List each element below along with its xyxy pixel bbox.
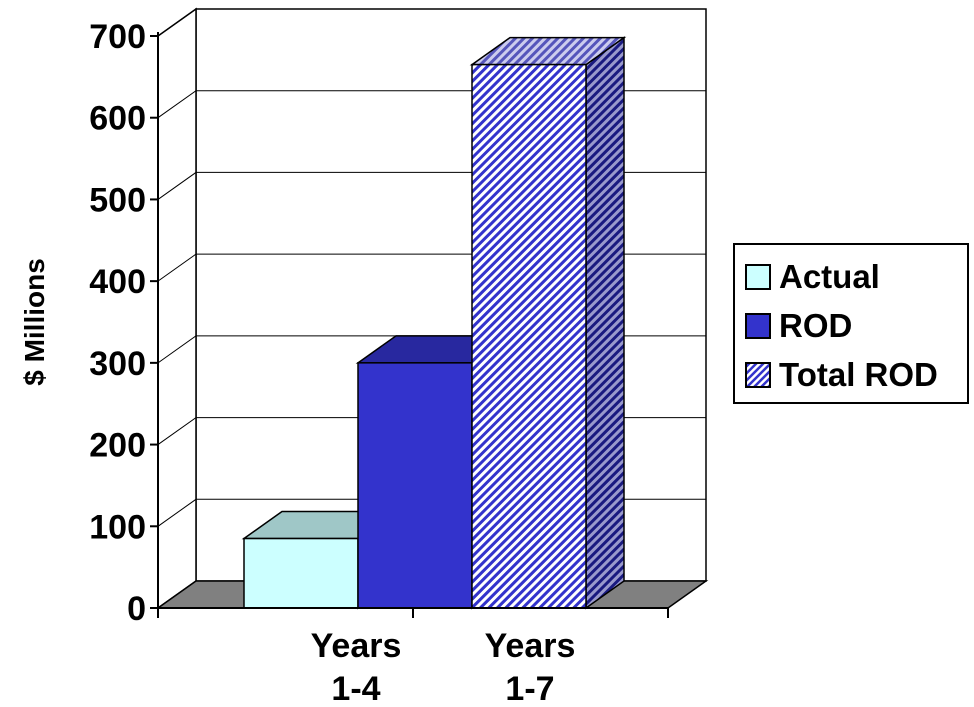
y-tick-label: 700 xyxy=(89,18,146,56)
y-tick-label: 600 xyxy=(89,100,146,138)
legend-label-total-rod: Total ROD xyxy=(779,356,938,393)
legend-swatch-actual xyxy=(745,264,771,290)
y-tick-label: 400 xyxy=(89,263,146,301)
legend: Actual ROD Total ROD xyxy=(733,243,969,404)
category-label-line1: Years xyxy=(311,627,402,665)
category-labels: Years 1-4 Years 1-7 xyxy=(311,627,576,707)
bar-front xyxy=(243,537,359,609)
bars xyxy=(241,36,627,610)
legend-item-rod: ROD xyxy=(745,306,852,346)
y-tick-labels: 0 100 200 300 400 500 600 700 xyxy=(89,18,146,628)
category-label-line1: Years xyxy=(485,627,576,665)
axes xyxy=(150,32,669,618)
y-axis-title: $ Millions xyxy=(19,258,50,386)
side-wall xyxy=(157,7,197,610)
y-tick-label: 300 xyxy=(89,345,146,383)
legend-swatch-total-rod xyxy=(745,362,771,388)
category-label-line2: 1-7 xyxy=(505,670,554,707)
bar-front xyxy=(357,362,473,609)
y-tick-label: 500 xyxy=(89,181,146,219)
bar-front xyxy=(471,63,587,609)
y-tick-label: 100 xyxy=(89,508,146,546)
legend-item-actual: Actual xyxy=(745,257,880,297)
y-tick-label: 200 xyxy=(89,427,146,465)
legend-label-actual: Actual xyxy=(779,258,880,295)
legend-item-total-rod: Total ROD xyxy=(745,355,938,395)
category-label-line2: 1-4 xyxy=(331,670,380,707)
legend-swatch-rod xyxy=(745,313,771,339)
bar-total-rod xyxy=(469,36,627,610)
gridline xyxy=(157,8,706,37)
bar-side xyxy=(585,36,625,610)
y-tick-label: 0 xyxy=(127,590,146,628)
legend-label-rod: ROD xyxy=(779,307,853,344)
